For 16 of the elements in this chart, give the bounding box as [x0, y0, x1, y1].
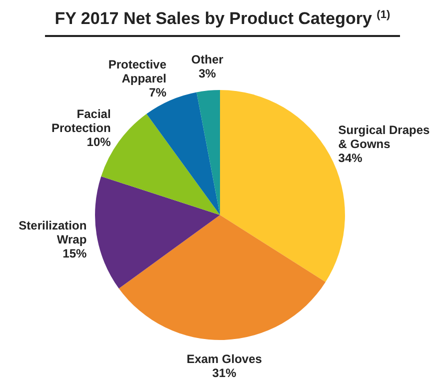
- slice-label: Exam Gloves: [186, 352, 262, 366]
- pie-slice: [95, 176, 220, 288]
- slice-label: Facial Protection: [51, 106, 111, 135]
- chart-title: FY 2017 Net Sales by Product Category $^{(1)}$: [54, 9, 390, 28]
- data-label: 7%: [149, 85, 167, 100]
- data-label: 15%: [62, 246, 87, 260]
- data-label: 10%: [86, 134, 112, 149]
- data-label: 3%: [198, 66, 216, 81]
- slice-label: Surgical Drapes & Gowns: [338, 122, 430, 151]
- slice-label: Other: [191, 52, 224, 67]
- slice-label: Protective Apparel: [108, 57, 167, 86]
- data-label: 31%: [212, 366, 237, 380]
- pie-slice: [118, 215, 326, 340]
- pie-slice: [196, 90, 220, 215]
- slice-label: Sterilization Wrap: [18, 218, 87, 246]
- data-label: 34%: [338, 150, 363, 165]
